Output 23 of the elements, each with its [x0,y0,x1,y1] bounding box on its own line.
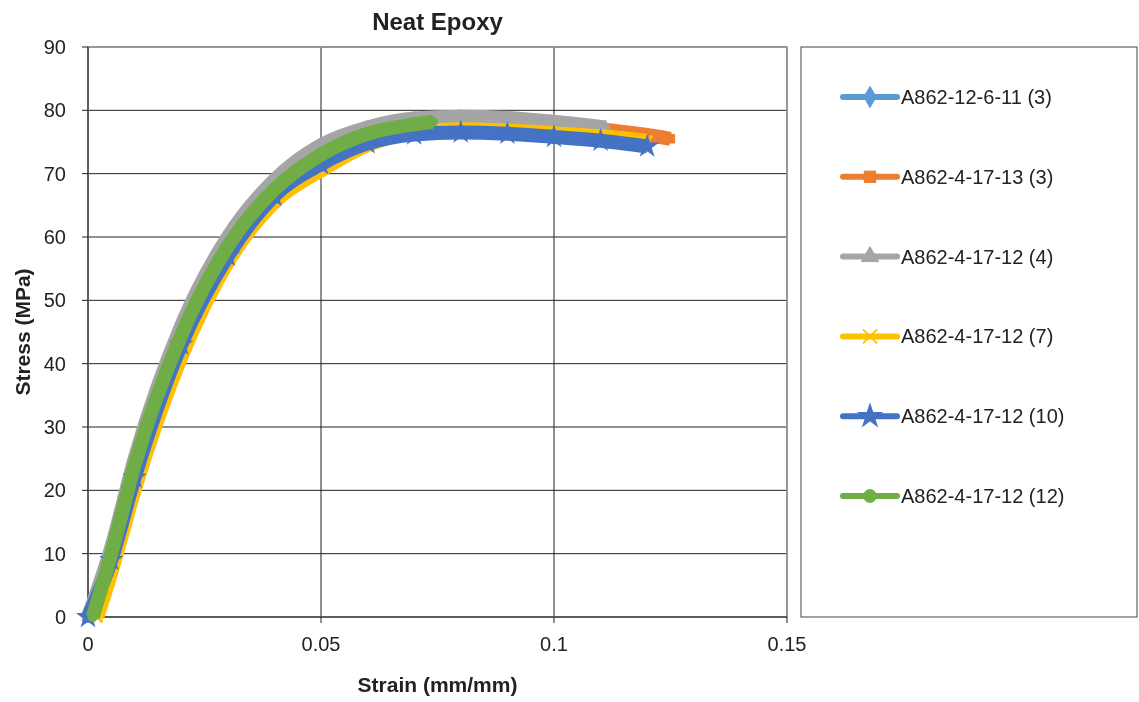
x-tick-label: 0.15 [767,633,807,655]
y-tick-label: 50 [43,289,66,312]
legend-label: A862-4-17-12 (4) [901,245,1054,268]
y-tick-label: 0 [54,606,66,628]
y-axis-title: Stress (MPa) [11,268,34,396]
y-tick-label: 10 [43,542,66,565]
y-tick-label: 60 [43,226,66,248]
y-tick-label: 70 [43,162,66,185]
legend-label: A862-4-17-12 (12) [901,485,1065,507]
x-tick-label: 0 [82,633,94,655]
y-tick-label: 20 [43,479,66,502]
y-tick-label: 30 [43,416,66,438]
x-axis-title: Strain (mm/mm) [357,673,518,696]
legend-label: A862-12-6-11 (3) [901,86,1052,108]
x-tick-label: 0.1 [540,633,568,655]
y-tick-label: 80 [43,99,66,122]
legend-label: A862-4-17-13 (3) [901,165,1054,188]
y-tick-label: 40 [43,352,66,375]
legend-label: A862-4-17-12 (7) [901,325,1054,348]
x-tick-label: 0.05 [301,633,341,655]
y-tick-label: 90 [43,36,66,58]
legend-label: A862-4-17-12 (10) [901,405,1065,428]
chart-title: Neat Epoxy [372,8,504,35]
